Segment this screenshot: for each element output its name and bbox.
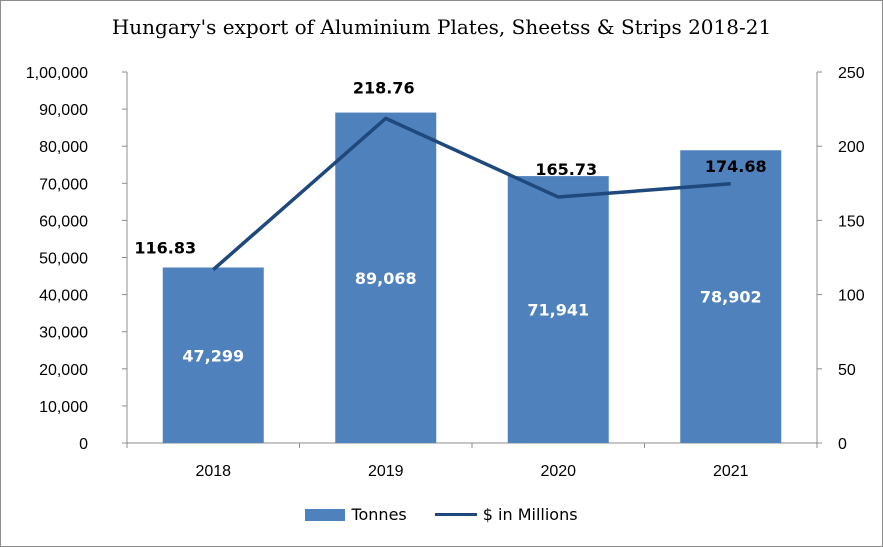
left-axis-tick-label: 80,000 xyxy=(39,139,88,156)
line-data-label: 116.83 xyxy=(134,239,196,258)
left-axis-tick-label: 70,000 xyxy=(39,176,88,193)
left-axis-tick-label: 20,000 xyxy=(39,362,88,379)
x-axis-tick-label: 2019 xyxy=(368,463,404,480)
left-axis-tick-label: 50,000 xyxy=(39,251,88,268)
line-usd-millions xyxy=(212,116,731,271)
x-axis-tick-label: 2020 xyxy=(540,463,576,480)
chart-title: Hungary's export of Aluminium Plates, Sh… xyxy=(111,15,772,39)
left-axis-tick-label: 10,000 xyxy=(39,399,88,416)
bar-tonnes-2018 xyxy=(162,267,264,443)
right-axis-tick-label: 200 xyxy=(838,139,865,156)
x-axis-tick-label: 2021 xyxy=(713,463,749,480)
bar-data-label: 71,941 xyxy=(527,301,589,320)
right-axis-tick-label: 250 xyxy=(838,65,865,82)
right-axis-tick-label: 0 xyxy=(838,436,847,453)
left-axis-tick-label: 60,000 xyxy=(39,213,88,230)
legend-item-tonnes: Tonnes xyxy=(305,505,407,524)
bar-data-label: 47,299 xyxy=(182,346,244,365)
right-axis-tick-label: 50 xyxy=(838,362,856,379)
bar-data-label: 78,902 xyxy=(700,288,762,307)
line-data-label: 174.68 xyxy=(705,157,767,176)
legend-item-usd: $ in Millions xyxy=(434,505,578,524)
line-data-label: 165.73 xyxy=(535,160,597,179)
legend-label-tonnes: Tonnes xyxy=(351,505,407,524)
chart-plot: 0 10,000 20,000 30,000 40,000 50,000 60,000 70,… xyxy=(26,65,865,480)
bar-data-label: 89,068 xyxy=(355,269,417,288)
left-axis-tick-label: 30,000 xyxy=(39,325,88,342)
chart-legend: Tonnes $ in Millions xyxy=(1,505,882,524)
left-axis-tick-label: 40,000 xyxy=(39,288,88,305)
left-axis-tick-label: 90,000 xyxy=(39,102,88,119)
x-axis-tick-label: 2018 xyxy=(195,463,231,480)
legend-swatch-usd xyxy=(434,513,477,516)
legend-label-usd: $ in Millions xyxy=(482,505,578,524)
legend-swatch-tonnes xyxy=(305,508,346,521)
left-axis-tick-label: 0 xyxy=(79,436,88,453)
bar-tonnes-2021 xyxy=(680,150,782,444)
left-axis-tick-label: 1,00,000 xyxy=(26,65,88,82)
right-axis-tick-label: 150 xyxy=(838,213,865,230)
line-data-label: 218.76 xyxy=(353,78,415,97)
bar-tonnes-2019 xyxy=(335,112,437,444)
bar-tonnes-2020 xyxy=(507,176,609,444)
right-axis-tick-label: 100 xyxy=(838,288,865,305)
